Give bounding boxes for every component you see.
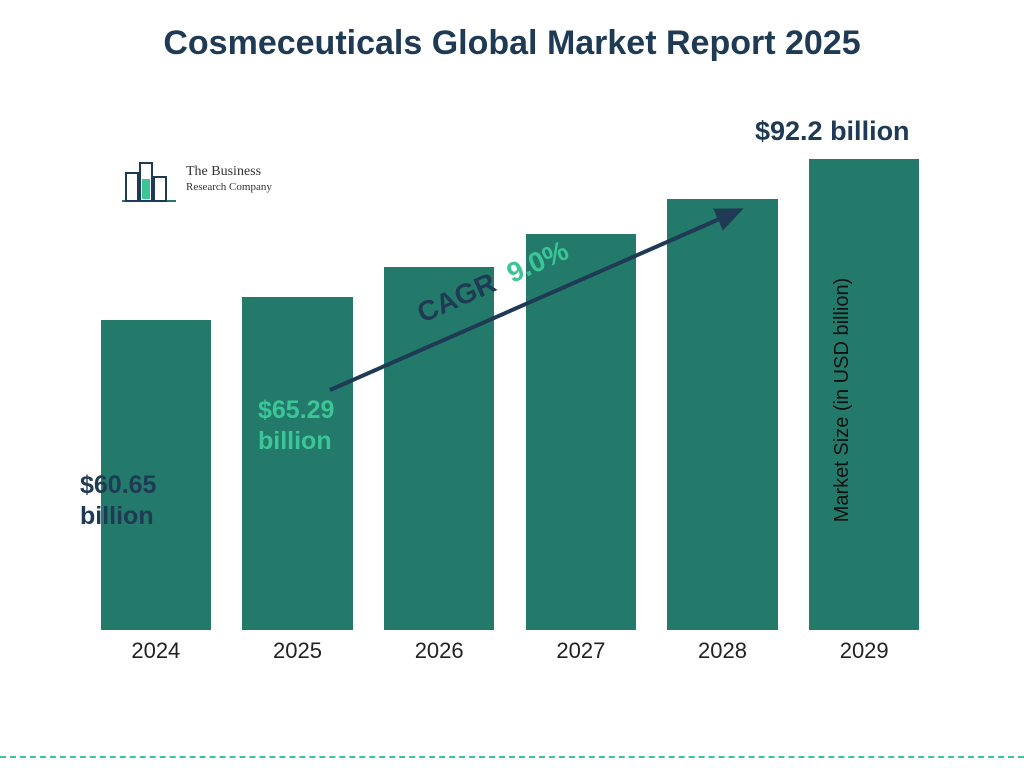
bar: [809, 159, 920, 630]
callout-2024-unit: billion: [80, 502, 154, 530]
callout-2025-unit: billion: [258, 427, 332, 455]
x-axis-label: 2028: [698, 638, 747, 664]
x-axis-label: 2029: [840, 638, 889, 664]
bar: [242, 297, 353, 630]
bar-container: 202420252026202720282029: [85, 130, 935, 630]
callout-2024-value: $60.65: [80, 471, 156, 499]
footer-divider: [0, 756, 1024, 758]
x-axis-label: 2026: [415, 638, 464, 664]
callout-2025: $65.29 billion: [258, 395, 388, 458]
bar: [384, 267, 495, 630]
callout-2024: $60.65 billion: [80, 470, 210, 533]
bar: [526, 234, 637, 630]
chart-area: 202420252026202720282029 Market Size (in…: [85, 130, 935, 670]
bar-wrap: 2026: [368, 130, 510, 630]
callout-2029: $92.2 billion: [755, 115, 910, 149]
x-axis-label: 2024: [131, 638, 180, 664]
bar-wrap: 2029: [793, 130, 935, 630]
chart-title: Cosmeceuticals Global Market Report 2025: [0, 24, 1024, 63]
bar-wrap: 2024: [85, 130, 227, 630]
y-axis-label: Market Size (in USD billion): [831, 278, 854, 523]
x-axis-label: 2027: [556, 638, 605, 664]
bar-wrap: 2025: [227, 130, 369, 630]
bar-wrap: 2027: [510, 130, 652, 630]
bar-wrap: 2028: [652, 130, 794, 630]
callout-2025-value: $65.29: [258, 396, 334, 424]
bar: [667, 199, 778, 630]
x-axis-label: 2025: [273, 638, 322, 664]
